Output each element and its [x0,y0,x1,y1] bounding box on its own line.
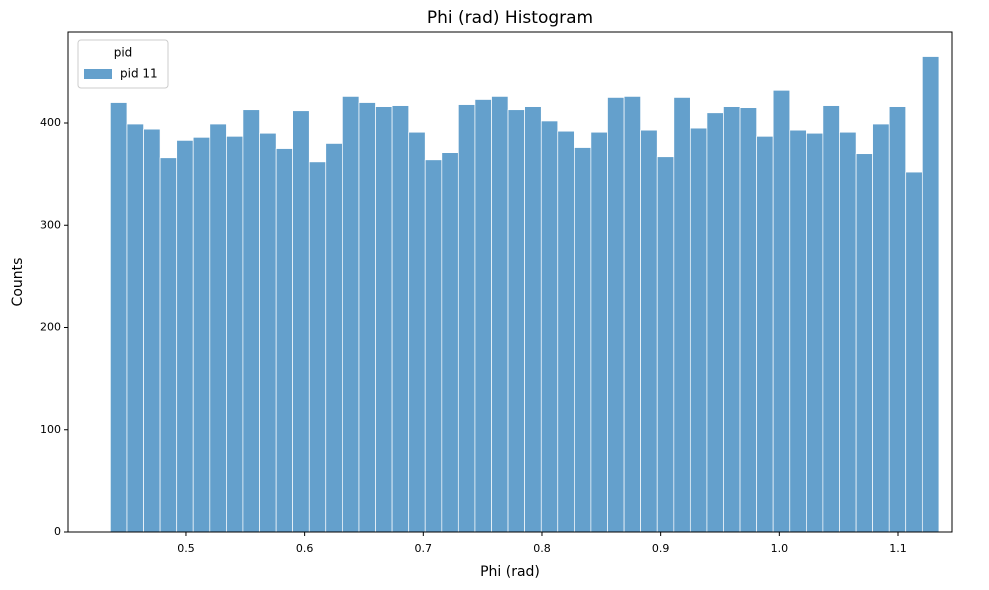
bar [325,143,343,533]
bar [424,159,443,533]
x-tick-label: 1.1 [889,542,907,555]
x-tick-label: 0.7 [415,542,433,555]
bar [507,109,526,533]
legend-swatch [84,69,112,79]
bar [275,148,293,533]
y-tick-label: 200 [40,321,61,334]
y-tick-label: 400 [40,116,61,129]
bar [855,153,873,533]
bar [590,131,608,533]
bar [540,120,559,533]
legend-title: pid [114,46,133,60]
bar [226,135,244,533]
bar [457,104,476,533]
bar [209,123,227,533]
bar [441,152,459,533]
bar [689,127,708,533]
bar [656,156,675,533]
bar [192,136,211,533]
bar [905,171,923,533]
bar [789,129,807,533]
x-tick-label: 0.8 [533,542,551,555]
bar [822,105,840,533]
bar [342,96,360,533]
bar [110,102,128,533]
x-tick-label: 0.9 [652,542,670,555]
bar [375,106,393,533]
bar [408,131,426,533]
y-tick-label: 300 [40,218,61,231]
bar [673,97,691,533]
bar [143,128,161,533]
bar [159,157,178,533]
bar [259,132,277,533]
bar [623,96,641,533]
bar [292,110,310,533]
bar [839,131,857,533]
legend-label: pid 11 [120,67,158,81]
bar [772,89,791,533]
bar [242,109,260,533]
bar [524,106,542,533]
bar [176,140,194,533]
bar [358,102,376,533]
bar [806,132,824,533]
bar [640,129,658,533]
plot-frame [67,31,953,533]
bar [739,107,758,533]
y-tick-label: 100 [40,423,61,436]
bar [391,105,410,533]
bar [921,56,940,533]
bar [574,147,592,533]
bar [872,123,890,533]
x-tick-label: 1.0 [771,542,789,555]
x-axis-label: Phi (rad) [480,564,540,580]
x-tick-label: 0.6 [296,542,314,555]
bar [723,106,741,533]
bar [706,112,724,533]
bar [607,97,625,533]
y-axis-label: Counts [10,258,26,307]
bar [888,106,907,533]
bar [491,96,509,533]
bar [126,123,144,533]
bar [557,130,575,533]
y-tick-label: 0 [54,525,61,538]
bar [474,99,492,533]
bar [308,161,327,533]
chart-title: Phi (rad) Histogram [427,8,593,28]
bar [756,135,774,533]
x-tick-label: 0.5 [177,542,195,555]
